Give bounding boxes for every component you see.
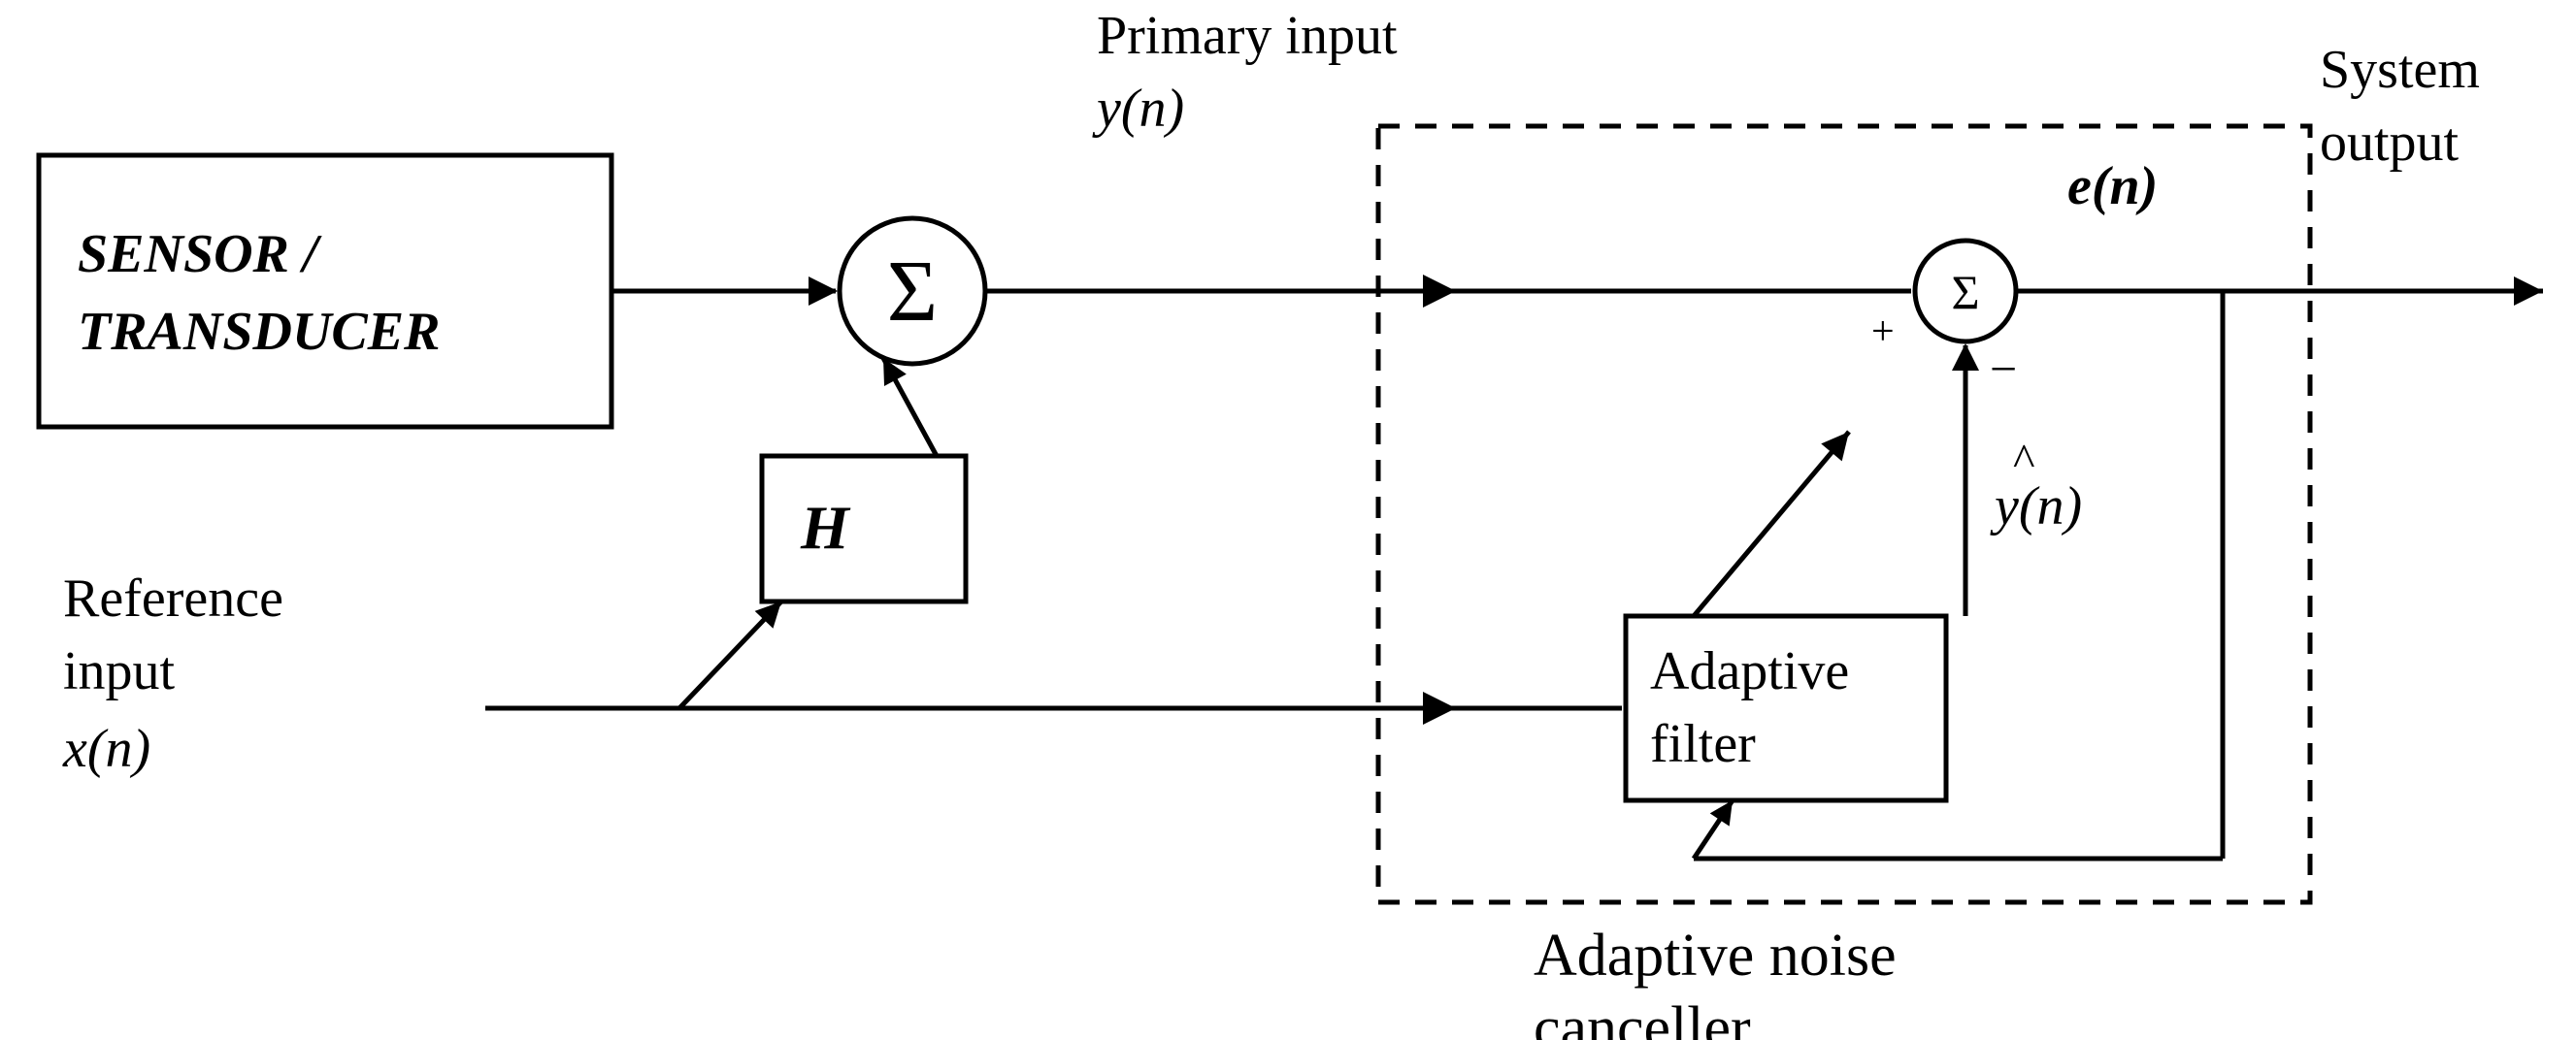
minus-sign: − — [1990, 341, 2017, 396]
reference-label-1: Reference — [63, 569, 283, 629]
h-label: H — [800, 493, 851, 562]
reference-var: x(n) — [62, 719, 150, 779]
system-output-2: output — [2320, 113, 2460, 173]
primary-input-label: Primary input — [1097, 6, 1398, 66]
adaptive-filter-label-1: Adaptive — [1650, 641, 1849, 701]
system-output-1: System — [2320, 40, 2480, 100]
sensor-label-2: TRANSDUCER — [78, 302, 440, 362]
sigma-1: Σ — [887, 244, 938, 340]
primary-input-var: y(n) — [1092, 79, 1184, 139]
adaptive-filter-label-2: filter — [1650, 714, 1756, 774]
sensor-block — [39, 155, 611, 427]
h-block — [762, 456, 966, 601]
error-var: e(n) — [2067, 156, 2158, 216]
yhat-var: y(n) — [1990, 476, 2082, 536]
sigma-2: Σ — [1951, 265, 1979, 319]
sensor-label-1: SENSOR / — [78, 224, 322, 284]
reference-label-2: input — [63, 641, 176, 701]
plus-sign: + — [1871, 309, 1895, 354]
wire-adaptation — [1694, 432, 1849, 616]
canceller-box — [1378, 126, 2310, 902]
canceller-label-2: canceller — [1534, 995, 1751, 1040]
canceller-label-1: Adaptive noise — [1534, 923, 1897, 989]
